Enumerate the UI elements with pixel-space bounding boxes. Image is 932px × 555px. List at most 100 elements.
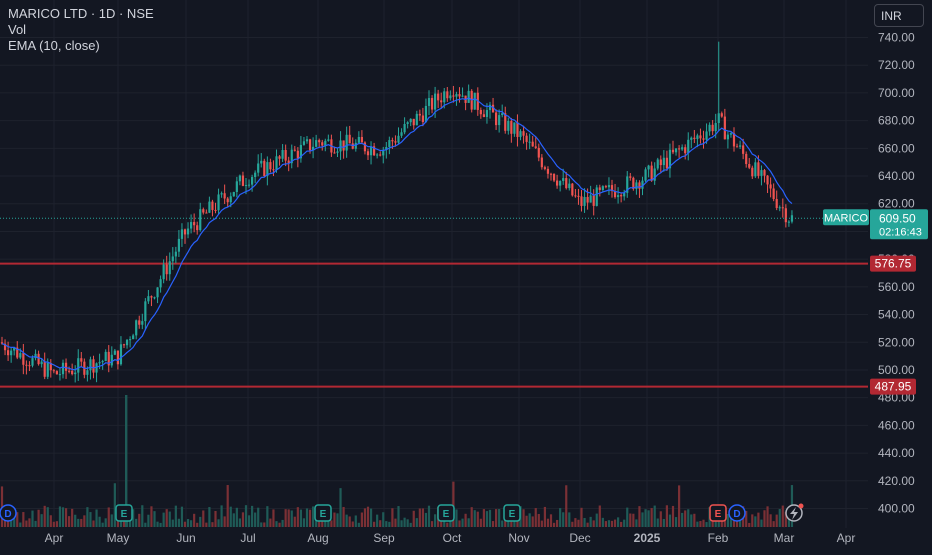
volume-bar [333, 512, 336, 527]
volume-bar [363, 508, 367, 527]
volume-bar [55, 521, 58, 527]
candle-body [101, 361, 104, 363]
volume-bar [260, 522, 263, 527]
candle-body [16, 347, 19, 358]
volume-bar [632, 513, 635, 527]
candle-body [360, 136, 363, 143]
candle-body [165, 264, 168, 275]
candle-body [565, 178, 568, 189]
volume-bar [339, 488, 342, 527]
symbol-title[interactable]: MARICO LTD · 1D · NSE [8, 6, 154, 21]
volume-indicator-label[interactable]: Vol [8, 22, 27, 37]
candle-body [220, 193, 223, 195]
candle-body [549, 173, 553, 175]
volume-bar [299, 509, 302, 527]
volume-bar [211, 522, 214, 527]
candle-body [125, 339, 129, 346]
volume-bar [491, 521, 495, 527]
candle-body [183, 229, 187, 235]
candle-body [461, 95, 464, 97]
currency-button[interactable]: INR [874, 4, 924, 27]
candle-body [638, 182, 641, 189]
candle-body [162, 264, 165, 280]
candle-body [217, 194, 220, 211]
volume-bar [83, 515, 86, 527]
volume-bar [427, 505, 431, 527]
volume-bar [34, 520, 37, 527]
candles [0, 41, 794, 383]
candle-body [571, 183, 574, 196]
candle-body [376, 154, 379, 156]
candle-body [232, 192, 235, 197]
volume-bar [549, 514, 553, 527]
earnings-marker-icon[interactable] [314, 504, 332, 522]
candle-body [31, 358, 34, 366]
candle-body [568, 183, 571, 189]
candle-body [403, 124, 406, 133]
volume-bar [80, 518, 83, 527]
dividend-marker-letter: D [4, 509, 11, 520]
volume-bar [495, 509, 498, 527]
volume-bar [327, 519, 330, 527]
volume-bar [729, 513, 733, 527]
candle-body [208, 201, 211, 213]
volume-bar [385, 521, 388, 527]
candle-body [397, 135, 400, 143]
x-tick-label: Feb [708, 531, 729, 545]
y-tick-label: 460.00 [878, 418, 915, 432]
volume-bar [284, 509, 287, 527]
candle-body [668, 149, 672, 169]
volume-bar [482, 509, 485, 527]
volume-bar [446, 522, 449, 527]
volume-bar [144, 522, 147, 527]
candle-body [369, 146, 373, 156]
y-tick-label: 660.00 [878, 141, 915, 155]
volume-bar [598, 505, 601, 527]
x-tick-label: Sep [373, 531, 395, 545]
candle-body [650, 165, 653, 181]
volume-bar [174, 505, 177, 527]
earnings-marker-icon[interactable] [709, 504, 727, 522]
volume-bar [49, 515, 52, 527]
horizontal-levels [0, 262, 868, 388]
volume-bar [760, 519, 763, 527]
candle-body [629, 176, 632, 178]
candle-body [586, 196, 589, 203]
volume-bar [156, 521, 159, 527]
y-tick-label: 620.00 [878, 197, 915, 211]
candle-body [574, 195, 577, 197]
volume-bar [617, 517, 620, 527]
earnings-marker-icon[interactable] [503, 504, 521, 522]
volume-bar [132, 509, 135, 527]
ema-indicator-label[interactable]: EMA (10, close) [8, 38, 100, 53]
volume-bar [391, 508, 394, 527]
candle-body [653, 168, 656, 181]
volume-bar [464, 513, 467, 527]
price-axis: 400.00420.00440.00460.00480.00500.00520.… [823, 31, 928, 516]
lightning-glyph [790, 507, 798, 520]
volume-bar [586, 522, 589, 527]
earnings-marker-icon[interactable] [115, 504, 133, 522]
volume-bar [229, 506, 232, 527]
earnings-marker-icon[interactable] [437, 504, 455, 522]
candle-body [293, 149, 296, 151]
dividend-marker-icon[interactable] [728, 504, 746, 522]
candle-body [308, 139, 312, 151]
candle-body [214, 209, 217, 211]
candle-body [681, 147, 684, 150]
candle-body [763, 170, 766, 176]
candle-body [754, 162, 757, 177]
candle-body [528, 141, 531, 143]
volume-bar [571, 521, 574, 527]
volume-bar [208, 507, 211, 527]
volume-bar [251, 505, 254, 527]
candle-body [40, 361, 43, 365]
dividend-marker-icon[interactable] [0, 504, 17, 522]
candle-body [693, 137, 696, 139]
candle-body [406, 122, 409, 125]
last-price-value: 609.50 [879, 211, 916, 225]
volume-bar [577, 519, 580, 527]
volume-bar [272, 509, 275, 527]
